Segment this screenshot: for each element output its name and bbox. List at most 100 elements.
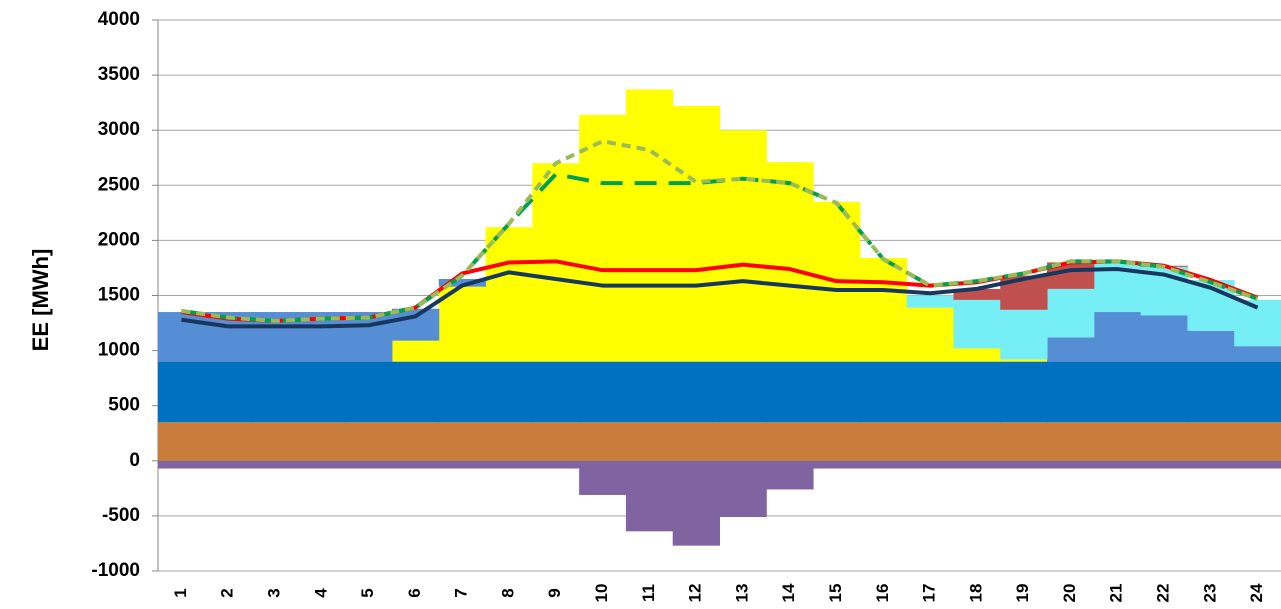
bar-segment — [1140, 315, 1188, 362]
bar-segment — [438, 361, 487, 423]
bar-segment — [1047, 337, 1095, 362]
bar-segment — [1047, 361, 1095, 423]
bar-segment — [1047, 460, 1095, 469]
y-tick-label: 3500 — [98, 64, 140, 85]
bar-segment — [719, 130, 767, 362]
bar-segment — [391, 340, 440, 362]
y-tick-label: -500 — [102, 505, 140, 526]
x-tick-label: 14 — [779, 583, 798, 602]
bar-segment — [579, 361, 627, 423]
x-tick-label: 16 — [873, 584, 892, 603]
x-tick-label: 22 — [1154, 584, 1173, 603]
bar-segment — [1234, 460, 1281, 469]
bar-segment — [906, 422, 954, 461]
x-tick-label: 4 — [311, 588, 330, 598]
x-tick-label: 18 — [966, 584, 985, 603]
bar-segment — [906, 460, 954, 469]
bar-segment — [158, 422, 206, 461]
bar-segment — [672, 105, 720, 362]
bar-segment — [859, 361, 908, 423]
lines — [181, 139, 1259, 329]
bar-segment — [953, 299, 1001, 349]
bar-segment — [485, 460, 533, 469]
bar-segment — [953, 348, 1001, 362]
line-series — [181, 267, 1259, 329]
x-tick-label: 2 — [218, 588, 237, 597]
x-tick-label: 11 — [639, 584, 658, 602]
bar-segment — [672, 361, 720, 423]
bar-segment — [1140, 361, 1188, 423]
bar-segment — [438, 422, 487, 461]
bar-segment — [813, 422, 861, 461]
x-tick-label: 1 — [171, 588, 190, 597]
bar-segment — [719, 460, 767, 518]
x-tick-label: 17 — [920, 584, 939, 603]
bar-segment — [1187, 422, 1235, 461]
bar-segment — [204, 422, 253, 461]
x-tick-label: 21 — [1107, 584, 1126, 603]
bar-segment — [1234, 422, 1281, 461]
bar-segment — [1234, 346, 1281, 362]
bar-segment — [1047, 422, 1095, 461]
bar-segment — [906, 361, 954, 423]
bar-segment — [1093, 361, 1142, 423]
x-tick-label: 20 — [1060, 584, 1079, 603]
bar-segment — [438, 286, 487, 362]
y-tick-label: -1000 — [91, 560, 140, 581]
bar-segment — [251, 460, 299, 469]
bar-segment — [204, 460, 253, 469]
bar-segment — [766, 422, 814, 461]
x-tick-label: 6 — [405, 588, 424, 597]
bar-segment — [859, 422, 908, 461]
bar-segment — [391, 460, 440, 469]
y-tick-label: 4000 — [98, 9, 140, 30]
bar-segment — [438, 278, 487, 287]
line-series — [181, 139, 1259, 323]
bar-segment — [1234, 299, 1281, 347]
x-tick-label: 23 — [1200, 584, 1219, 603]
bar-segment — [625, 89, 674, 362]
x-tick-label: 15 — [826, 584, 845, 603]
bar-segment — [625, 422, 674, 461]
bar-segment — [672, 422, 720, 461]
bar-segment — [345, 361, 393, 423]
x-tick-label: 10 — [592, 584, 611, 603]
bar-segment — [906, 307, 954, 362]
bar-segment — [251, 361, 299, 423]
x-tick-label: 9 — [545, 588, 564, 597]
bar-segment — [625, 361, 674, 423]
bar-segment — [1093, 460, 1142, 469]
bar-segment — [766, 162, 814, 362]
bar-segment — [906, 295, 954, 308]
bar-segment — [345, 460, 393, 469]
bar-segment — [485, 227, 533, 362]
bar-segment — [1093, 422, 1142, 461]
bar-segment — [1000, 422, 1048, 461]
x-tick-label: 24 — [1247, 583, 1266, 602]
bar-segment — [953, 288, 1001, 300]
bar-segment — [953, 361, 1001, 423]
bar-segment — [532, 361, 580, 423]
y-tick-label: 500 — [108, 395, 140, 416]
bar-segment — [1093, 312, 1142, 362]
bar-segment — [1000, 460, 1048, 469]
y-tick-label: 1000 — [98, 340, 140, 361]
bar-segment — [766, 460, 814, 490]
x-tick-label: 5 — [358, 588, 377, 597]
x-tick-label: 12 — [686, 584, 705, 603]
bar-segment — [298, 460, 346, 469]
y-tick-label: 2500 — [98, 174, 140, 195]
x-tick-label: 19 — [1013, 584, 1032, 603]
bar-segment — [345, 422, 393, 461]
bar-segment — [1000, 309, 1048, 360]
bar-segment — [719, 361, 767, 423]
x-tick-label: 7 — [452, 588, 471, 597]
bar-segment — [859, 258, 908, 362]
bar-segment — [485, 422, 533, 461]
bar-segment — [813, 361, 861, 423]
bar-segment — [391, 308, 440, 341]
bar-segment — [953, 422, 1001, 461]
bar-segment — [485, 361, 533, 423]
bar-segment — [251, 422, 299, 461]
